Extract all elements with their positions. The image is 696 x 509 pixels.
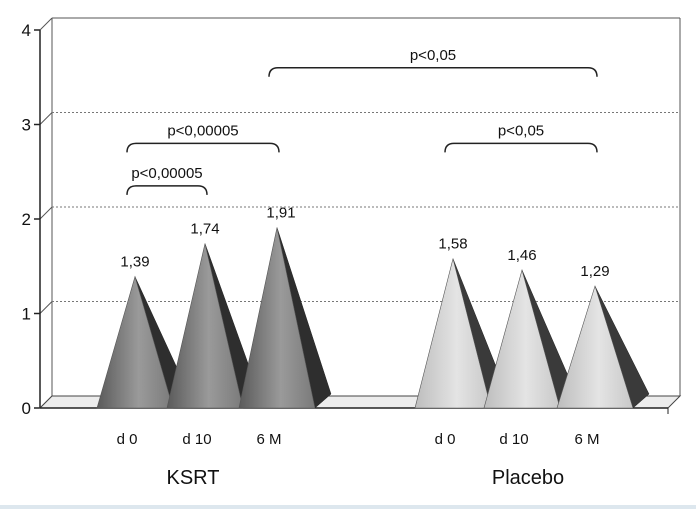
y-tick-label: 3 bbox=[22, 116, 31, 135]
gridline-diagonal bbox=[39, 301, 53, 314]
gridline-diagonal bbox=[39, 17, 53, 31]
significance-bracket bbox=[126, 185, 208, 195]
pyramid-0-1 bbox=[166, 243, 244, 409]
y-tick-label: 4 bbox=[22, 21, 31, 40]
p-value-label: p<0,05 bbox=[410, 47, 456, 64]
bottom-divider bbox=[0, 505, 696, 509]
value-label: 1,58 bbox=[438, 236, 467, 253]
category-label: 6 M bbox=[574, 431, 599, 448]
chart-grid bbox=[39, 17, 681, 409]
p-value-label: p<0,00005 bbox=[131, 165, 202, 182]
significance-bracket bbox=[126, 142, 280, 153]
y-tick-label: 2 bbox=[22, 210, 31, 229]
category-label: d 0 bbox=[435, 431, 456, 448]
group-label: Placebo bbox=[492, 467, 564, 489]
y-tick-label: 0 bbox=[22, 399, 31, 418]
category-label: 6 M bbox=[256, 431, 281, 448]
category-label: d 0 bbox=[117, 431, 138, 448]
pyramid-1-1 bbox=[483, 268, 561, 409]
pyramid-1-0 bbox=[414, 258, 492, 409]
p-value-label: p<0,00005 bbox=[167, 122, 238, 139]
significance-bracket bbox=[444, 142, 598, 153]
value-label: 1,91 bbox=[266, 205, 295, 222]
value-label: 1,74 bbox=[190, 221, 219, 238]
value-label: 1,46 bbox=[507, 247, 536, 264]
significance-brackets: p<0,00005 p<0,00005 p<0,05 p<0,05 bbox=[126, 47, 598, 195]
gridline-diagonal bbox=[39, 112, 53, 125]
gridline-diagonal bbox=[39, 206, 53, 220]
pyramid-1-2 bbox=[556, 285, 634, 409]
p-value-label: p<0,05 bbox=[498, 122, 544, 139]
y-tick-label: 1 bbox=[22, 305, 31, 324]
value-label: 1,29 bbox=[580, 263, 609, 280]
category-label: d 10 bbox=[182, 431, 211, 448]
group-label: KSRT bbox=[167, 467, 220, 489]
pyramid-0-2 bbox=[238, 227, 316, 409]
y-axis: 0 1 2 3 4 bbox=[22, 21, 41, 418]
significance-bracket bbox=[268, 67, 598, 77]
chart-marks bbox=[96, 227, 650, 409]
category-label: d 10 bbox=[499, 431, 528, 448]
pyramid-0-0 bbox=[96, 275, 174, 409]
chart-labels: 1,39 d 0 1,74 d 10 1,91 6 M KSRT 1,58 d 0 1,46 d 1… bbox=[117, 205, 610, 489]
value-label: 1,39 bbox=[120, 254, 149, 271]
